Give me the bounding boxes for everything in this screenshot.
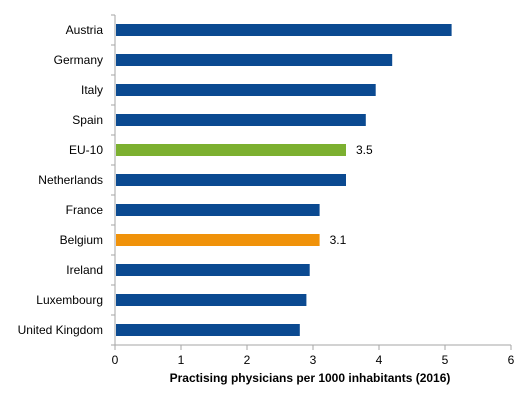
x-tick-label: 2 xyxy=(244,353,251,367)
bar-france xyxy=(116,204,320,216)
category-label-united-kingdom: United Kingdom xyxy=(18,323,103,337)
bar-netherlands xyxy=(116,174,346,186)
bar-germany xyxy=(116,54,393,66)
data-labels: 3.5 3.1 xyxy=(330,143,373,247)
data-label-belgium: 3.1 xyxy=(330,233,347,247)
bars-group xyxy=(116,24,452,336)
bar-united-kingdom xyxy=(116,324,300,336)
x-tick-label: 1 xyxy=(178,353,185,367)
category-labels: Austria Germany Italy Spain EU-10 Netherlands… xyxy=(18,23,104,337)
category-label-netherlands: Netherlands xyxy=(38,173,103,187)
x-tick-label: 4 xyxy=(376,353,383,367)
bar-belgium xyxy=(116,234,320,246)
bar-italy xyxy=(116,84,376,96)
x-tick-label: 3 xyxy=(310,353,317,367)
category-label-eu-10: EU-10 xyxy=(69,143,103,157)
category-label-austria: Austria xyxy=(66,23,104,37)
bar-spain xyxy=(116,114,366,126)
category-label-germany: Germany xyxy=(54,53,103,67)
category-label-belgium: Belgium xyxy=(60,233,103,247)
bar-austria xyxy=(116,24,452,36)
category-label-luxembourg: Luxembourg xyxy=(36,293,103,307)
x-axis-ticks: 0 1 2 3 4 5 6 xyxy=(111,14,515,367)
x-axis-title: Practising physicians per 1000 inhabitan… xyxy=(170,371,451,385)
category-label-italy: Italy xyxy=(81,83,103,97)
x-tick-label: 6 xyxy=(508,353,515,367)
category-label-spain: Spain xyxy=(72,113,103,127)
data-label-eu-10: 3.5 xyxy=(356,143,373,157)
bar-eu-10 xyxy=(116,144,346,156)
category-label-ireland: Ireland xyxy=(66,263,103,277)
x-tick-label: 0 xyxy=(112,353,119,367)
bar-luxembourg xyxy=(116,294,307,306)
category-label-france: France xyxy=(66,203,104,217)
x-tick-label: 5 xyxy=(442,353,449,367)
bar-ireland xyxy=(116,264,310,276)
